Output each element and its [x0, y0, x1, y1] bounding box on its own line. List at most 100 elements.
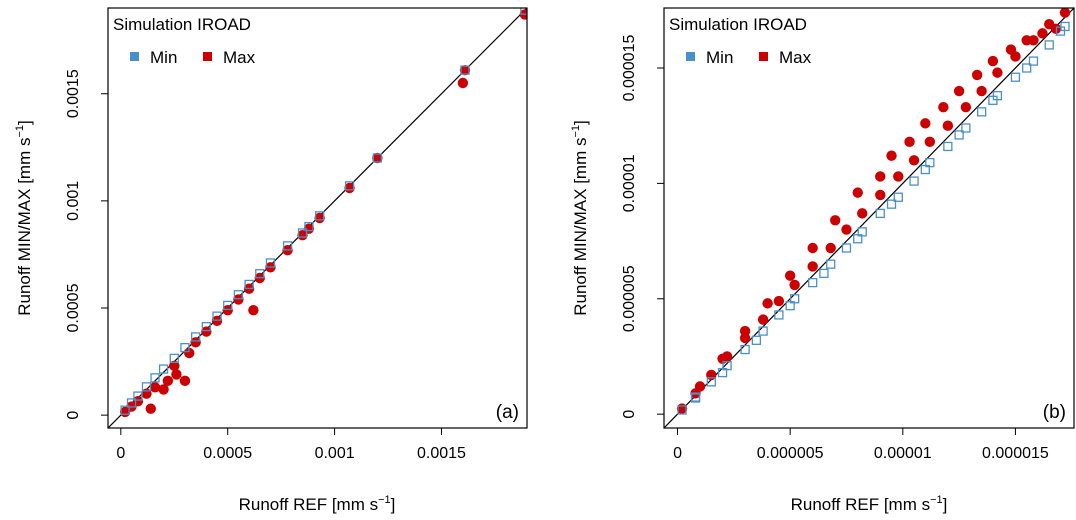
x-tick-label: 0.0005 — [203, 445, 252, 462]
x-tick-label: 0 — [116, 445, 125, 462]
max-point — [774, 296, 784, 306]
max-point — [992, 67, 1002, 77]
max-point — [853, 187, 863, 197]
max-point — [171, 369, 181, 379]
x-tick-label: 0.000005 — [757, 445, 824, 462]
max-point — [695, 381, 705, 391]
x-axis-title-text: Runoff REF [mm s — [791, 495, 931, 514]
max-point — [875, 171, 885, 181]
legend-label-max: Max — [779, 48, 812, 67]
x-axis-title: Runoff REF [mm s−1] — [791, 494, 948, 514]
legend-swatch-max — [203, 52, 212, 61]
max-point — [893, 171, 903, 181]
max-point — [925, 137, 935, 147]
max-point — [875, 190, 885, 200]
max-point — [988, 56, 998, 66]
max-point — [886, 150, 896, 160]
max-point — [904, 137, 914, 147]
max-point — [740, 326, 750, 336]
legend-label-min: Min — [706, 48, 733, 67]
max-point — [807, 261, 817, 271]
identity-line — [664, 8, 1074, 428]
min-point — [842, 244, 850, 252]
legend-swatch-max — [759, 52, 768, 61]
y-tick-label: 0.001 — [65, 181, 82, 221]
max-point — [857, 208, 867, 218]
max-point — [972, 70, 982, 80]
panel-a: 0 0.0005 0.001 0.0015 0 0.0005 0.001 0.0015 Runo… — [14, 6, 530, 514]
x-tick-label: 0.001 — [315, 445, 355, 462]
legend-swatch-min — [686, 52, 695, 61]
panel-label: (b) — [1043, 402, 1066, 423]
y-axis-title-text: Runoff MIN/MAX [mm s — [15, 138, 34, 316]
max-point — [841, 224, 851, 234]
x-tick-label: 0.0015 — [417, 445, 466, 462]
x-axis-title-superscript: −1 — [378, 494, 391, 506]
max-point — [826, 243, 836, 253]
max-point — [954, 86, 964, 96]
legend-label-min: Min — [150, 48, 177, 67]
max-point — [758, 314, 768, 324]
legend-swatch-min — [130, 52, 139, 61]
y-tick-label: 0.0015 — [65, 69, 82, 118]
max-point — [146, 404, 156, 414]
min-point — [827, 260, 835, 268]
min-point — [1011, 73, 1019, 81]
y-axis-title-close: ] — [571, 120, 590, 125]
max-point — [1037, 28, 1047, 38]
max-point — [943, 120, 953, 130]
y-axis-title-text: Runoff MIN/MAX [mm s — [571, 138, 590, 316]
min-point — [759, 327, 767, 335]
min-point — [978, 108, 986, 116]
max-point — [180, 376, 190, 386]
min-point — [876, 209, 884, 217]
max-point — [909, 155, 919, 165]
legend: Simulation IROAD Min Max — [113, 15, 256, 67]
x-axis-title-close: ] — [943, 495, 948, 514]
max-point — [976, 86, 986, 96]
x-tick-label: 0.000015 — [982, 445, 1049, 462]
max-point — [830, 215, 840, 225]
min-point — [1045, 41, 1053, 49]
max-point — [1060, 7, 1070, 17]
y-tick-label: 0.0005 — [65, 283, 82, 332]
max-point — [762, 298, 772, 308]
y-tick-label: 0 — [621, 410, 638, 419]
max-point — [458, 78, 468, 88]
x-axis-title-superscript: −1 — [930, 494, 943, 506]
x-tick-label: 0 — [673, 445, 682, 462]
y-tick-label: 0.00001 — [621, 154, 638, 212]
min-point — [809, 279, 817, 287]
y-axis-title-superscript: −1 — [14, 125, 26, 138]
y-axis-title: Runoff MIN/MAX [mm s−1] — [570, 120, 590, 316]
x-axis-title-text: Runoff REF [mm s — [239, 495, 379, 514]
legend-title: Simulation IROAD — [113, 15, 251, 34]
max-point — [920, 118, 930, 128]
min-point — [910, 177, 918, 185]
x-axis-title-close: ] — [391, 495, 396, 514]
min-point — [944, 142, 952, 150]
legend-label-max: Max — [223, 48, 256, 67]
panel-label: (a) — [496, 402, 519, 423]
y-tick-label: 0.000015 — [621, 35, 638, 102]
max-point — [1006, 44, 1016, 54]
max-point — [938, 102, 948, 112]
x-tick-label: 0.00001 — [874, 445, 932, 462]
y-tick-label: 0 — [65, 411, 82, 420]
x-axis-title: Runoff REF [mm s−1] — [239, 494, 396, 514]
y-axis-title: Runoff MIN/MAX [mm s−1] — [14, 120, 34, 316]
max-point — [785, 270, 795, 280]
y-tick-label: 0.000005 — [621, 265, 638, 332]
min-point — [775, 311, 783, 319]
min-point — [741, 346, 749, 354]
max-point — [248, 305, 258, 315]
legend-title: Simulation IROAD — [669, 15, 807, 34]
max-point — [961, 102, 971, 112]
max-point — [1021, 35, 1031, 45]
y-axis-title-close: ] — [15, 120, 34, 125]
y-axis-title-superscript: −1 — [570, 125, 582, 138]
min-point — [820, 269, 828, 277]
max-point — [163, 376, 173, 386]
max-point — [807, 243, 817, 253]
